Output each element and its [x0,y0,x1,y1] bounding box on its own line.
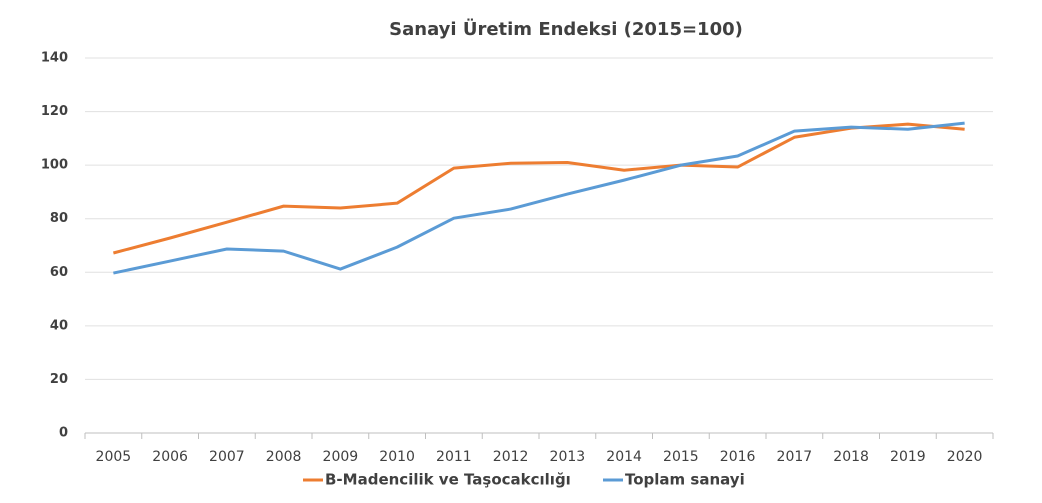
series-line [112,122,965,255]
y-tick-label: 120 [41,104,68,119]
y-tick-label: 40 [50,318,68,333]
y-tick-label: 80 [50,211,68,226]
y-tick-label: 140 [41,51,68,66]
chart-title: Sanayi Üretim Endeksi (2015=100) [389,18,743,40]
y-tick-label: 60 [50,265,68,280]
x-tick-label: 2015 [663,449,699,465]
x-tick-label: 2016 [720,449,756,465]
x-tick-label: 2019 [890,449,926,465]
legend-label: Toplam sanayi [625,471,745,489]
x-tick-label: 2009 [323,449,359,465]
x-tick-label: 2008 [266,449,302,465]
x-tick-label: 2005 [96,449,132,465]
x-tick-label: 2010 [379,449,415,465]
y-tick-label: 20 [50,372,68,387]
x-tick-label: 2007 [209,449,245,465]
x-tick-label: 2013 [550,449,586,465]
x-tick-label: 2020 [947,449,983,465]
x-tick-label: 2006 [152,449,188,465]
legend-label: B-Madencilik ve Taşocakcılığı [325,471,571,489]
x-tick-label: 2017 [777,449,813,465]
x-tick-label: 2012 [493,449,529,465]
x-tick-label: 2018 [833,449,869,465]
y-tick-label: 0 [59,426,68,441]
y-tick-label: 100 [41,158,68,173]
series-line [113,121,965,275]
x-tick-label: 2011 [436,449,472,465]
x-tick-label: 2014 [606,449,642,465]
